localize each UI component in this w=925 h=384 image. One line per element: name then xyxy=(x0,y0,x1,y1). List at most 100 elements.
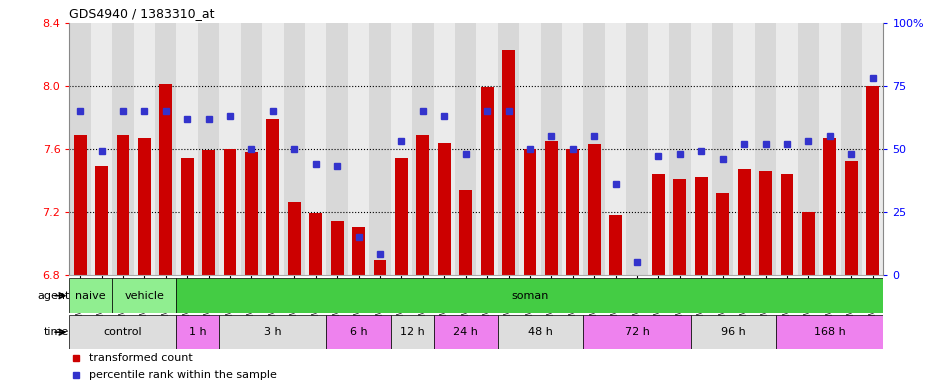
Bar xyxy=(240,23,262,275)
Bar xyxy=(434,315,498,349)
Bar xyxy=(691,315,776,349)
Bar xyxy=(519,23,540,275)
Text: 96 h: 96 h xyxy=(722,327,746,337)
Bar xyxy=(802,212,815,275)
Bar xyxy=(587,144,600,275)
Bar xyxy=(738,169,750,275)
Bar xyxy=(224,149,237,275)
Bar xyxy=(648,23,669,275)
Bar xyxy=(673,179,686,275)
Text: 1 h: 1 h xyxy=(189,327,206,337)
Bar xyxy=(177,23,198,275)
Bar xyxy=(374,260,387,275)
Bar xyxy=(734,23,755,275)
Bar xyxy=(331,221,343,275)
Text: GDS4940 / 1383310_at: GDS4940 / 1383310_at xyxy=(69,7,215,20)
Bar xyxy=(866,86,879,275)
Bar xyxy=(524,149,536,275)
Bar xyxy=(481,88,494,275)
Bar xyxy=(459,190,472,275)
Bar xyxy=(155,23,177,275)
Bar xyxy=(438,142,450,275)
Bar xyxy=(716,193,729,275)
Bar xyxy=(434,23,455,275)
Bar xyxy=(74,135,87,275)
Text: vehicle: vehicle xyxy=(124,291,165,301)
Text: 3 h: 3 h xyxy=(264,327,282,337)
Bar xyxy=(797,23,820,275)
Bar xyxy=(820,23,841,275)
Bar xyxy=(369,23,390,275)
Bar xyxy=(117,135,130,275)
Bar xyxy=(284,23,305,275)
Bar xyxy=(476,23,498,275)
Bar xyxy=(498,315,584,349)
Bar xyxy=(862,23,883,275)
Text: 12 h: 12 h xyxy=(400,327,425,337)
Text: percentile rank within the sample: percentile rank within the sample xyxy=(89,370,277,381)
Bar xyxy=(626,23,647,275)
Bar xyxy=(133,23,155,275)
Bar xyxy=(669,23,691,275)
Bar xyxy=(545,141,558,275)
Text: 168 h: 168 h xyxy=(814,327,845,337)
Bar xyxy=(177,278,883,313)
Text: transformed count: transformed count xyxy=(89,353,192,363)
Bar xyxy=(455,23,476,275)
Bar xyxy=(823,138,836,275)
Bar xyxy=(69,23,91,275)
Bar xyxy=(845,161,857,275)
Bar xyxy=(691,23,712,275)
Text: naive: naive xyxy=(76,291,106,301)
Text: 24 h: 24 h xyxy=(453,327,478,337)
Text: control: control xyxy=(104,327,142,337)
Bar xyxy=(759,171,772,275)
Bar xyxy=(540,23,562,275)
Bar xyxy=(610,215,622,275)
Bar xyxy=(841,23,862,275)
Bar xyxy=(327,315,390,349)
Bar xyxy=(288,202,301,275)
Text: 72 h: 72 h xyxy=(624,327,649,337)
Bar xyxy=(266,119,279,275)
Bar xyxy=(203,151,215,275)
Bar xyxy=(390,315,434,349)
Text: 6 h: 6 h xyxy=(350,327,367,337)
Bar xyxy=(755,23,776,275)
Text: 48 h: 48 h xyxy=(528,327,553,337)
Bar xyxy=(695,177,708,275)
Bar xyxy=(262,23,284,275)
Bar xyxy=(69,278,112,313)
Bar xyxy=(305,23,327,275)
Bar xyxy=(219,315,327,349)
Bar xyxy=(605,23,626,275)
Bar xyxy=(631,275,644,293)
Bar xyxy=(502,50,515,275)
Bar xyxy=(584,23,605,275)
Bar xyxy=(566,149,579,275)
Bar xyxy=(95,166,108,275)
Bar xyxy=(327,23,348,275)
Bar xyxy=(245,152,258,275)
Bar xyxy=(180,158,193,275)
Bar xyxy=(776,23,797,275)
Bar xyxy=(413,23,434,275)
Bar xyxy=(352,227,365,275)
Bar xyxy=(112,278,177,313)
Bar xyxy=(177,315,219,349)
Bar xyxy=(584,315,691,349)
Bar xyxy=(69,315,177,349)
Bar xyxy=(348,23,369,275)
Bar xyxy=(159,84,172,275)
Bar xyxy=(112,23,133,275)
Bar xyxy=(395,158,408,275)
Bar xyxy=(91,23,112,275)
Bar xyxy=(712,23,734,275)
Bar xyxy=(652,174,665,275)
Text: agent: agent xyxy=(37,291,69,301)
Text: soman: soman xyxy=(512,291,549,301)
Bar xyxy=(781,174,794,275)
Bar xyxy=(776,315,883,349)
Bar xyxy=(198,23,219,275)
Bar xyxy=(309,213,322,275)
